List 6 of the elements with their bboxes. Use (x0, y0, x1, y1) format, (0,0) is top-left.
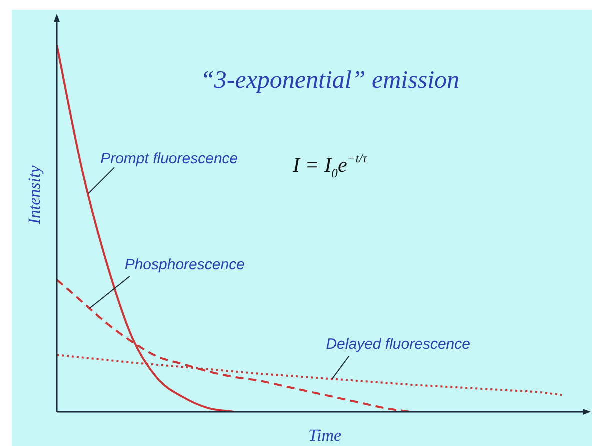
y-axis-title: Intensity (25, 165, 44, 226)
text: Phosphorescence (124, 256, 245, 274)
series-label: Prompt fluorescence (100, 150, 238, 168)
x-axis-title: Time (308, 426, 342, 445)
text: “3-exponential” emission (200, 67, 460, 94)
series-label: Delayed fluorescence (326, 336, 470, 354)
